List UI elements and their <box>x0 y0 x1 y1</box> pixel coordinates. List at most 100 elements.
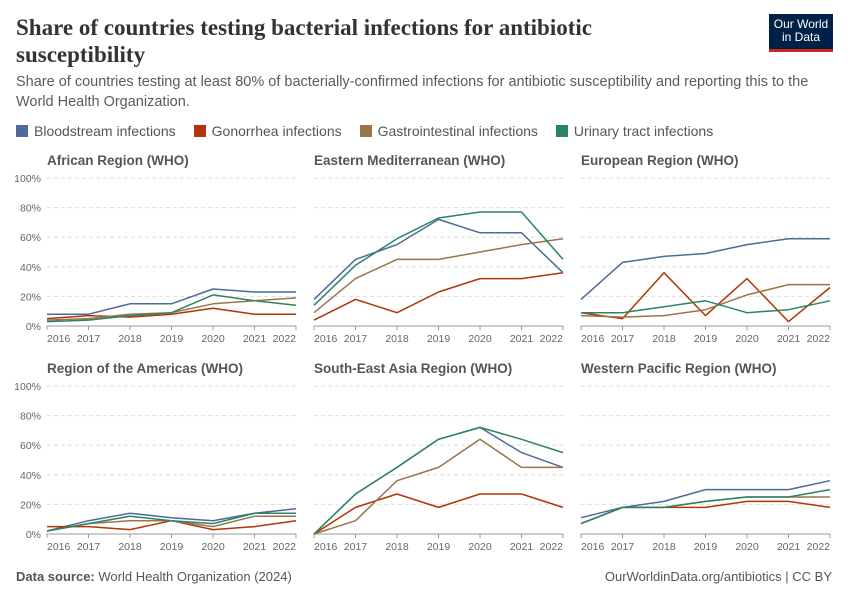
series-line <box>46 512 296 532</box>
y-tick-label: 0% <box>26 321 41 333</box>
series-line <box>580 237 830 300</box>
x-tick-label: 2018 <box>385 541 409 553</box>
logo[interactable]: Our World in Data <box>769 14 833 52</box>
series-line <box>313 426 564 535</box>
x-tick-label: 2017 <box>611 333 635 345</box>
title: Share of countries testing bacterial inf… <box>16 15 592 67</box>
legend-label: Gastrointestinal infections <box>377 123 538 139</box>
legend-swatch <box>16 125 28 137</box>
source-label: Data source: <box>16 569 95 584</box>
x-tick-label: 2020 <box>201 541 225 553</box>
subtitle: Share of countries testing at least 80% … <box>16 74 809 110</box>
logo-line: Our World <box>773 17 829 31</box>
series-line <box>313 438 563 535</box>
series-line <box>580 283 830 318</box>
series-line <box>47 288 296 315</box>
x-tick-label: 2017 <box>77 333 101 345</box>
x-tick-label: 2016 <box>581 541 605 553</box>
legend: Bloodstream infections Gonorrhea infectio… <box>16 123 713 139</box>
x-tick-label: 2021 <box>777 333 801 345</box>
x-tick-label: 2021 <box>510 333 534 345</box>
series-line <box>313 271 564 321</box>
panel-title: African Region (WHO) <box>47 153 189 168</box>
x-tick-label: 2020 <box>468 333 492 345</box>
y-tick-label: 20% <box>20 499 41 511</box>
series-line <box>581 300 831 314</box>
legend-item[interactable]: Gonorrhea infections <box>193 123 342 139</box>
x-tick-label: 2018 <box>118 333 142 345</box>
panel-title: South-East Asia Region (WHO) <box>314 361 512 376</box>
legend-swatch <box>359 125 372 137</box>
x-tick-label: 2020 <box>735 333 759 345</box>
legend-item[interactable]: Bloodstream infections <box>16 123 176 139</box>
x-tick-label: 2019 <box>427 541 451 553</box>
legend-item[interactable]: Gastrointestinal infections <box>359 123 538 139</box>
x-tick-label: 2019 <box>160 333 184 345</box>
x-tick-label: 2022 <box>540 333 564 345</box>
x-tick-label: 2021 <box>510 541 534 553</box>
legend-swatch <box>193 125 206 137</box>
series-line <box>313 237 564 314</box>
x-tick-label: 2021 <box>777 541 801 553</box>
x-tick-label: 2016 <box>47 541 71 553</box>
series-line <box>46 508 297 532</box>
x-tick-label: 2022 <box>807 333 831 345</box>
y-tick-label: 40% <box>20 470 41 482</box>
legend-label: Urinary tract infections <box>573 123 714 139</box>
x-tick-label: 2019 <box>160 541 184 553</box>
x-tick-label: 2020 <box>735 541 759 553</box>
legend-label: Gonorrhea infections <box>211 123 342 139</box>
x-tick-label: 2017 <box>344 541 368 553</box>
series-line <box>46 307 296 320</box>
y-tick-label: 80% <box>20 411 41 423</box>
x-tick-label: 2019 <box>694 541 718 553</box>
x-tick-label: 2019 <box>694 333 718 345</box>
legend-label: Bloodstream infections <box>34 123 176 139</box>
logo-line: in Data <box>781 30 821 44</box>
legend-swatch <box>555 125 568 137</box>
x-tick-label: 2022 <box>540 541 564 553</box>
x-tick-label: 2016 <box>314 333 338 345</box>
series-line <box>313 493 564 535</box>
panel-title: Eastern Mediterranean (WHO) <box>314 153 505 168</box>
x-tick-label: 2016 <box>314 541 338 553</box>
series-line <box>313 218 564 300</box>
x-tick-label: 2017 <box>611 541 635 553</box>
footer-source: Data source: World Health Organization (… <box>16 569 292 584</box>
x-tick-label: 2017 <box>344 333 368 345</box>
x-tick-label: 2017 <box>77 541 101 553</box>
series-line <box>313 211 564 306</box>
x-tick-label: 2021 <box>243 541 267 553</box>
series-line <box>580 479 831 519</box>
x-tick-label: 2022 <box>273 333 297 345</box>
series-line <box>580 271 831 323</box>
x-tick-label: 2019 <box>427 333 451 345</box>
x-tick-label: 2020 <box>201 333 225 345</box>
x-tick-label: 2016 <box>47 333 71 345</box>
x-tick-label: 2022 <box>807 541 831 553</box>
footer-url[interactable]: OurWorldinData.org/antibiotics | CC BY <box>604 569 832 584</box>
y-tick-label: 100% <box>14 173 41 185</box>
legend-item[interactable]: Urinary tract infections <box>555 123 714 139</box>
source: World Health Organization (2024) <box>98 569 292 584</box>
y-tick-label: 0% <box>26 529 41 541</box>
panel-title: European Region (WHO) <box>581 153 739 168</box>
series-line <box>46 294 297 323</box>
panel-title: Region of the Americas (WHO) <box>47 361 243 376</box>
x-tick-label: 2018 <box>652 333 676 345</box>
y-tick-label: 60% <box>20 232 41 244</box>
x-tick-label: 2022 <box>273 541 297 553</box>
x-tick-label: 2021 <box>243 333 267 345</box>
y-tick-label: 100% <box>14 381 41 393</box>
x-tick-label: 2018 <box>652 541 676 553</box>
series-line <box>580 488 831 525</box>
y-tick-label: 20% <box>20 291 41 303</box>
y-tick-label: 60% <box>20 440 41 452</box>
series-line <box>313 426 564 535</box>
y-tick-label: 80% <box>20 203 41 215</box>
y-tick-label: 40% <box>20 262 41 274</box>
x-tick-label: 2018 <box>385 333 409 345</box>
x-tick-label: 2018 <box>118 541 142 553</box>
